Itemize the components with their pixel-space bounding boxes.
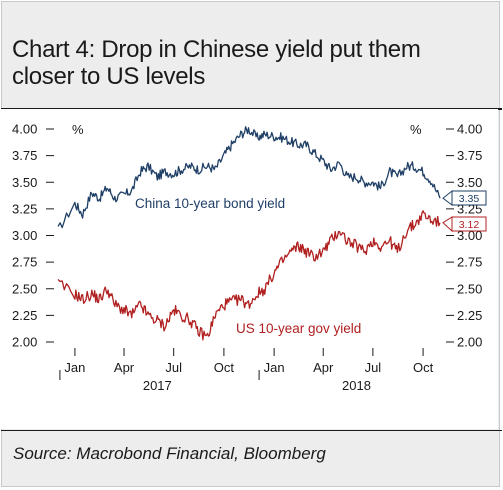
china-end-label-box [451,190,487,206]
y-tick-label-right: 3.75 [457,148,482,163]
y-tick-label-left: 3.75 [12,148,37,163]
us-end-label-value: 3.12 [459,219,480,231]
y-tick-label-right: 2.00 [457,335,482,350]
y-tick-label-left: 4.00 [12,122,37,137]
y-unit-label-right: % [410,122,422,137]
y-tick-label-right: 2.25 [457,308,482,323]
y-tick-label-left: 2.50 [12,281,37,296]
us-end-label-box [451,216,487,232]
us-series-label: US 10-year gov yield [236,321,361,336]
y-tick-label-left: 3.25 [12,201,37,216]
x-tick-label: Apr [114,360,135,375]
china-series-label: China 10-year bond yield [135,196,285,211]
x-tick-label: Jul [365,360,382,375]
y-tick-label-left: 2.75 [12,255,37,270]
y-tick-label-left: 2.00 [12,335,37,350]
y-tick-label-left: 3.50 [12,175,37,190]
year-label: 2018 [342,378,371,393]
bottom-rule [1,430,502,431]
chart-title: Chart 4: Drop in Chinese yield put them … [12,36,421,90]
y-tick-label-left: 2.25 [12,308,37,323]
y-unit-label-left: % [72,122,84,137]
china-end-label-pointer [442,189,453,207]
x-tick-label: Apr [313,360,334,375]
source-note: Source: Macrobond Financial, Bloomberg [13,444,326,463]
x-tick-label: Jan [64,360,85,375]
y-tick-label-left: 3.00 [12,228,37,243]
china-end-label-value: 3.35 [459,193,480,205]
y-tick-label-right: 2.50 [457,281,482,296]
y-tick-label-right: 2.75 [457,255,482,270]
china-yield-line [57,126,441,229]
x-tick-label: Jul [165,360,182,375]
x-tick-label: Oct [413,360,434,375]
y-tick-label-right: 3.50 [457,175,482,190]
us-yield-line [57,210,441,341]
line-chart: 4.00 4.003.75 3.753.50 3.503.25 3.253.00 3.00… [12,122,487,393]
us-end-label-pointer [442,216,453,233]
x-tick-label: Jan [264,360,285,375]
y-tick-label-right: 3.00 [457,228,482,243]
y-tick-label-right: 4.00 [457,122,482,137]
plot-area [1,109,498,429]
year-label: 2017 [143,378,172,393]
x-tick-label: Oct [214,360,235,375]
